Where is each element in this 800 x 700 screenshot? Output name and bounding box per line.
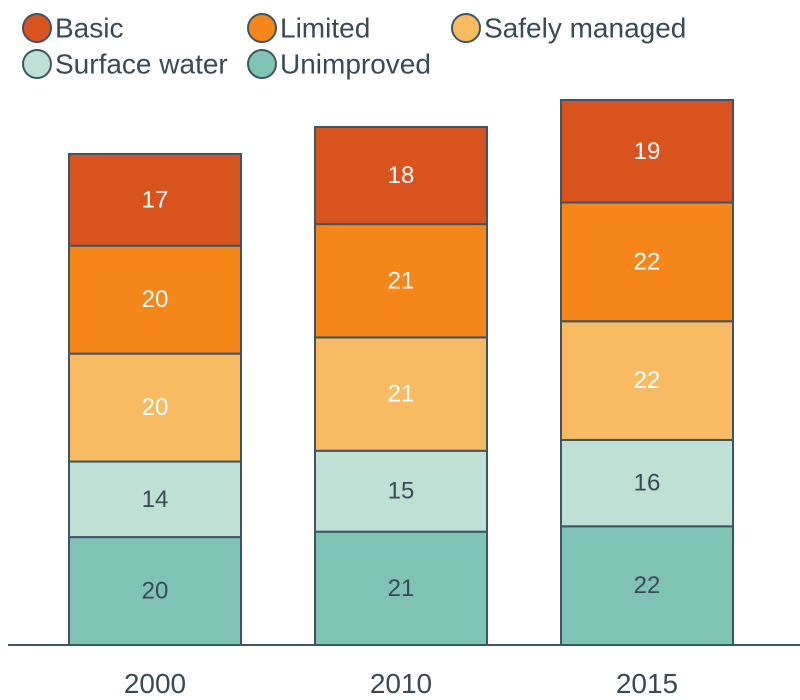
bar-segment-limited-2000 [68, 244, 242, 355]
data-label-safely-managed-2000: 20 [142, 394, 169, 421]
x-tick-label-2010: 2010 [370, 668, 432, 699]
data-label-basic-2010: 18 [388, 162, 415, 189]
bar-segment-surface-water-2000 [68, 460, 242, 539]
data-label-basic-2000: 17 [142, 186, 169, 213]
data-label-limited-2015: 22 [634, 248, 661, 275]
legend-swatch-surface-water [22, 49, 52, 79]
data-label-unimproved-2015: 22 [634, 572, 661, 599]
data-label-safely-managed-2010: 21 [388, 381, 415, 408]
data-label-surface-water-2015: 16 [634, 470, 661, 497]
data-label-limited-2010: 21 [388, 267, 415, 294]
bar-segment-surface-water-2015 [560, 438, 734, 528]
data-label-surface-water-2000: 14 [142, 486, 169, 513]
legend-label-safely-managed: Safely managed [484, 13, 686, 44]
bar-segment-basic-2010 [314, 125, 488, 226]
bar-segment-safely-managed-2015 [560, 320, 734, 441]
bar-segment-basic-2000 [68, 152, 242, 247]
bar-segment-unimproved-2015 [560, 525, 734, 646]
legend-swatch-basic [22, 13, 52, 43]
data-label-surface-water-2010: 15 [388, 478, 415, 505]
legend-label-limited: Limited [280, 13, 370, 44]
data-label-basic-2015: 19 [634, 138, 661, 165]
data-label-unimproved-2000: 20 [142, 578, 169, 605]
data-label-limited-2000: 20 [142, 286, 169, 313]
legend-swatch-safely-managed [451, 13, 481, 43]
data-label-safely-managed-2015: 22 [634, 367, 661, 394]
bar-segment-safely-managed-2010 [314, 336, 488, 452]
bar-segment-unimproved-2010 [314, 530, 488, 646]
bar-segment-limited-2010 [314, 223, 488, 339]
bar-segment-surface-water-2010 [314, 449, 488, 533]
bar-segment-basic-2015 [560, 99, 734, 204]
legend-swatch-limited [247, 13, 277, 43]
legend-label-unimproved: Unimproved [280, 49, 431, 80]
x-tick-label-2000: 2000 [124, 668, 186, 699]
bar-segment-unimproved-2000 [68, 536, 242, 647]
data-label-unimproved-2010: 21 [388, 575, 415, 602]
x-tick-label-2015: 2015 [616, 668, 678, 699]
legend-label-basic: Basic [55, 13, 123, 44]
legend-swatch-unimproved [247, 49, 277, 79]
legend-label-surface-water: Surface water [55, 49, 228, 80]
